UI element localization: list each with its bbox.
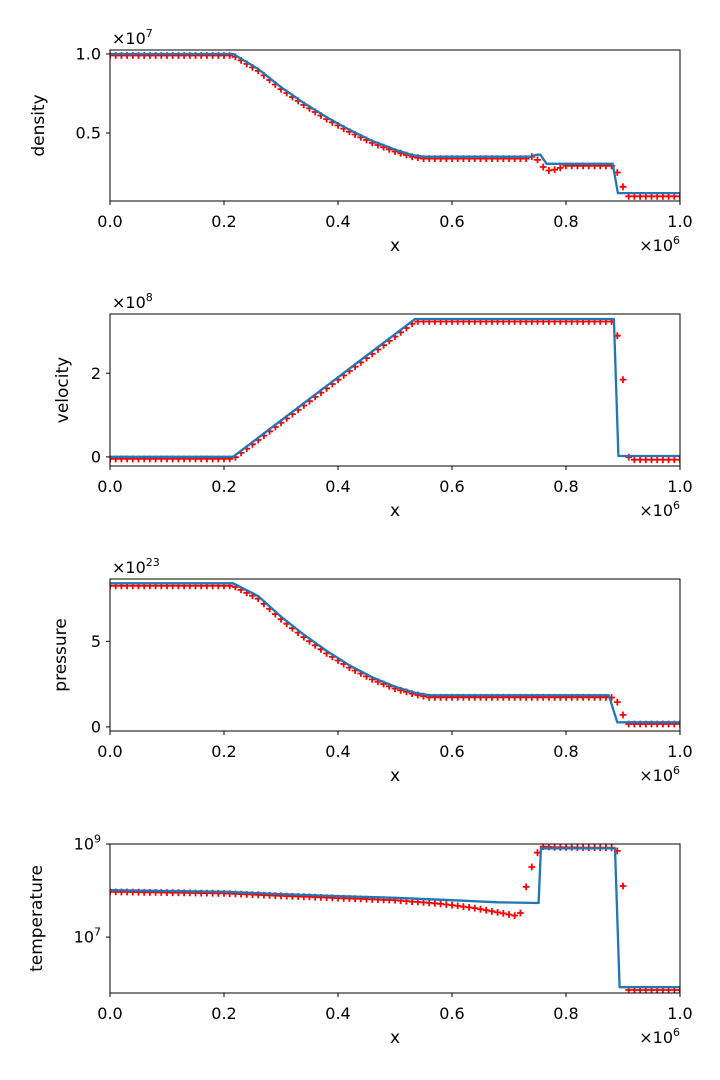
analytic-solution-line (110, 847, 680, 989)
x-tick-label: 0.0 (97, 477, 122, 496)
y-tick-label: 107 (74, 926, 101, 947)
y-tick-label: 1.0 (76, 44, 101, 63)
x-tick-label: 0.8 (553, 1004, 578, 1023)
x-tick-label: 0.8 (553, 477, 578, 496)
numerical-plus-markers (110, 844, 680, 993)
x-axis-offset-text: ×106 (639, 234, 680, 255)
x-tick-label: 0.0 (97, 1004, 122, 1023)
y-axis-offset-text: ×108 (112, 291, 153, 312)
subplot-velocity: 0.0 0.2 0.4 0.6 0.8 1.0 0 2 x velocity ×108 ×106 (53, 291, 693, 521)
x-axis-label: x (390, 236, 400, 256)
y-axis-offset-text: ×1023 (112, 556, 160, 577)
x-tick-label: 0.6 (439, 742, 464, 761)
y-axis-label: velocity (53, 357, 73, 423)
y-axis-label: temperature (27, 865, 47, 972)
x-tick-label: 0.8 (553, 742, 578, 761)
axes-box (109, 49, 681, 202)
x-tick-label: 0.6 (439, 212, 464, 231)
y-tick-label: 2 (91, 364, 101, 383)
x-tick-label: 1.0 (667, 477, 692, 496)
x-axis-offset-text: ×106 (639, 499, 680, 520)
numerical-plus-markers (110, 582, 680, 728)
subplot-pressure: 0.0 0.2 0.4 0.6 0.8 1.0 0 5 x pressure ×1023 ×106 (51, 556, 693, 786)
x-tick-label: 0.0 (97, 212, 122, 231)
analytic-solution-line (110, 582, 680, 724)
axes-box (109, 843, 681, 994)
y-tick-label: 5 (91, 632, 101, 651)
y-axis-label: density (29, 94, 49, 156)
x-tick-label: 0.4 (325, 477, 350, 496)
x-tick-label: 1.0 (667, 212, 692, 231)
x-tick-label: 0.6 (439, 1004, 464, 1023)
x-axis-label: x (390, 1028, 400, 1048)
tick-marks (106, 372, 681, 470)
x-axis-offset-text: ×106 (639, 1026, 680, 1047)
y-tick-label: 0.5 (76, 124, 101, 143)
subplot-density: 0.0 0.2 0.4 0.6 0.8 1.0 0.5 1.0 x density ×107 ×106 (29, 27, 693, 256)
x-tick-label: 0.2 (211, 477, 236, 496)
x-tick-label: 0.4 (325, 1004, 350, 1023)
tick-marks (106, 53, 681, 205)
analytic-solution-line (110, 317, 680, 458)
x-tick-label: 1.0 (667, 742, 692, 761)
x-tick-label: 0.8 (553, 212, 578, 231)
y-axis-offset-text: ×107 (112, 27, 153, 48)
x-tick-label: 0.0 (97, 742, 122, 761)
x-tick-label: 0.6 (439, 477, 464, 496)
x-axis-label: x (390, 501, 400, 521)
numerical-plus-markers (110, 318, 680, 464)
tick-marks (106, 843, 681, 997)
axes-box (109, 578, 681, 732)
x-tick-label: 0.4 (325, 742, 350, 761)
x-tick-label: 0.2 (211, 212, 236, 231)
x-tick-label: 0.4 (325, 212, 350, 231)
tick-marks (106, 640, 681, 735)
analytic-solution-line (110, 52, 680, 195)
y-axis-label: pressure (51, 618, 71, 691)
subplot-temperature: 0.0 0.2 0.4 0.6 0.8 1.0 107 109 x temperature ×106 (27, 833, 693, 1049)
axes-box (109, 313, 681, 467)
x-tick-label: 1.0 (667, 1004, 692, 1023)
y-tick-label: 0 (91, 717, 101, 736)
x-axis-offset-text: ×106 (639, 764, 680, 785)
x-axis-label: x (390, 766, 400, 786)
numerical-plus-markers (110, 52, 680, 200)
x-tick-label: 0.2 (211, 742, 236, 761)
x-tick-label: 0.2 (211, 1004, 236, 1023)
y-tick-label: 109 (74, 833, 101, 854)
y-tick-label: 0 (91, 447, 101, 466)
